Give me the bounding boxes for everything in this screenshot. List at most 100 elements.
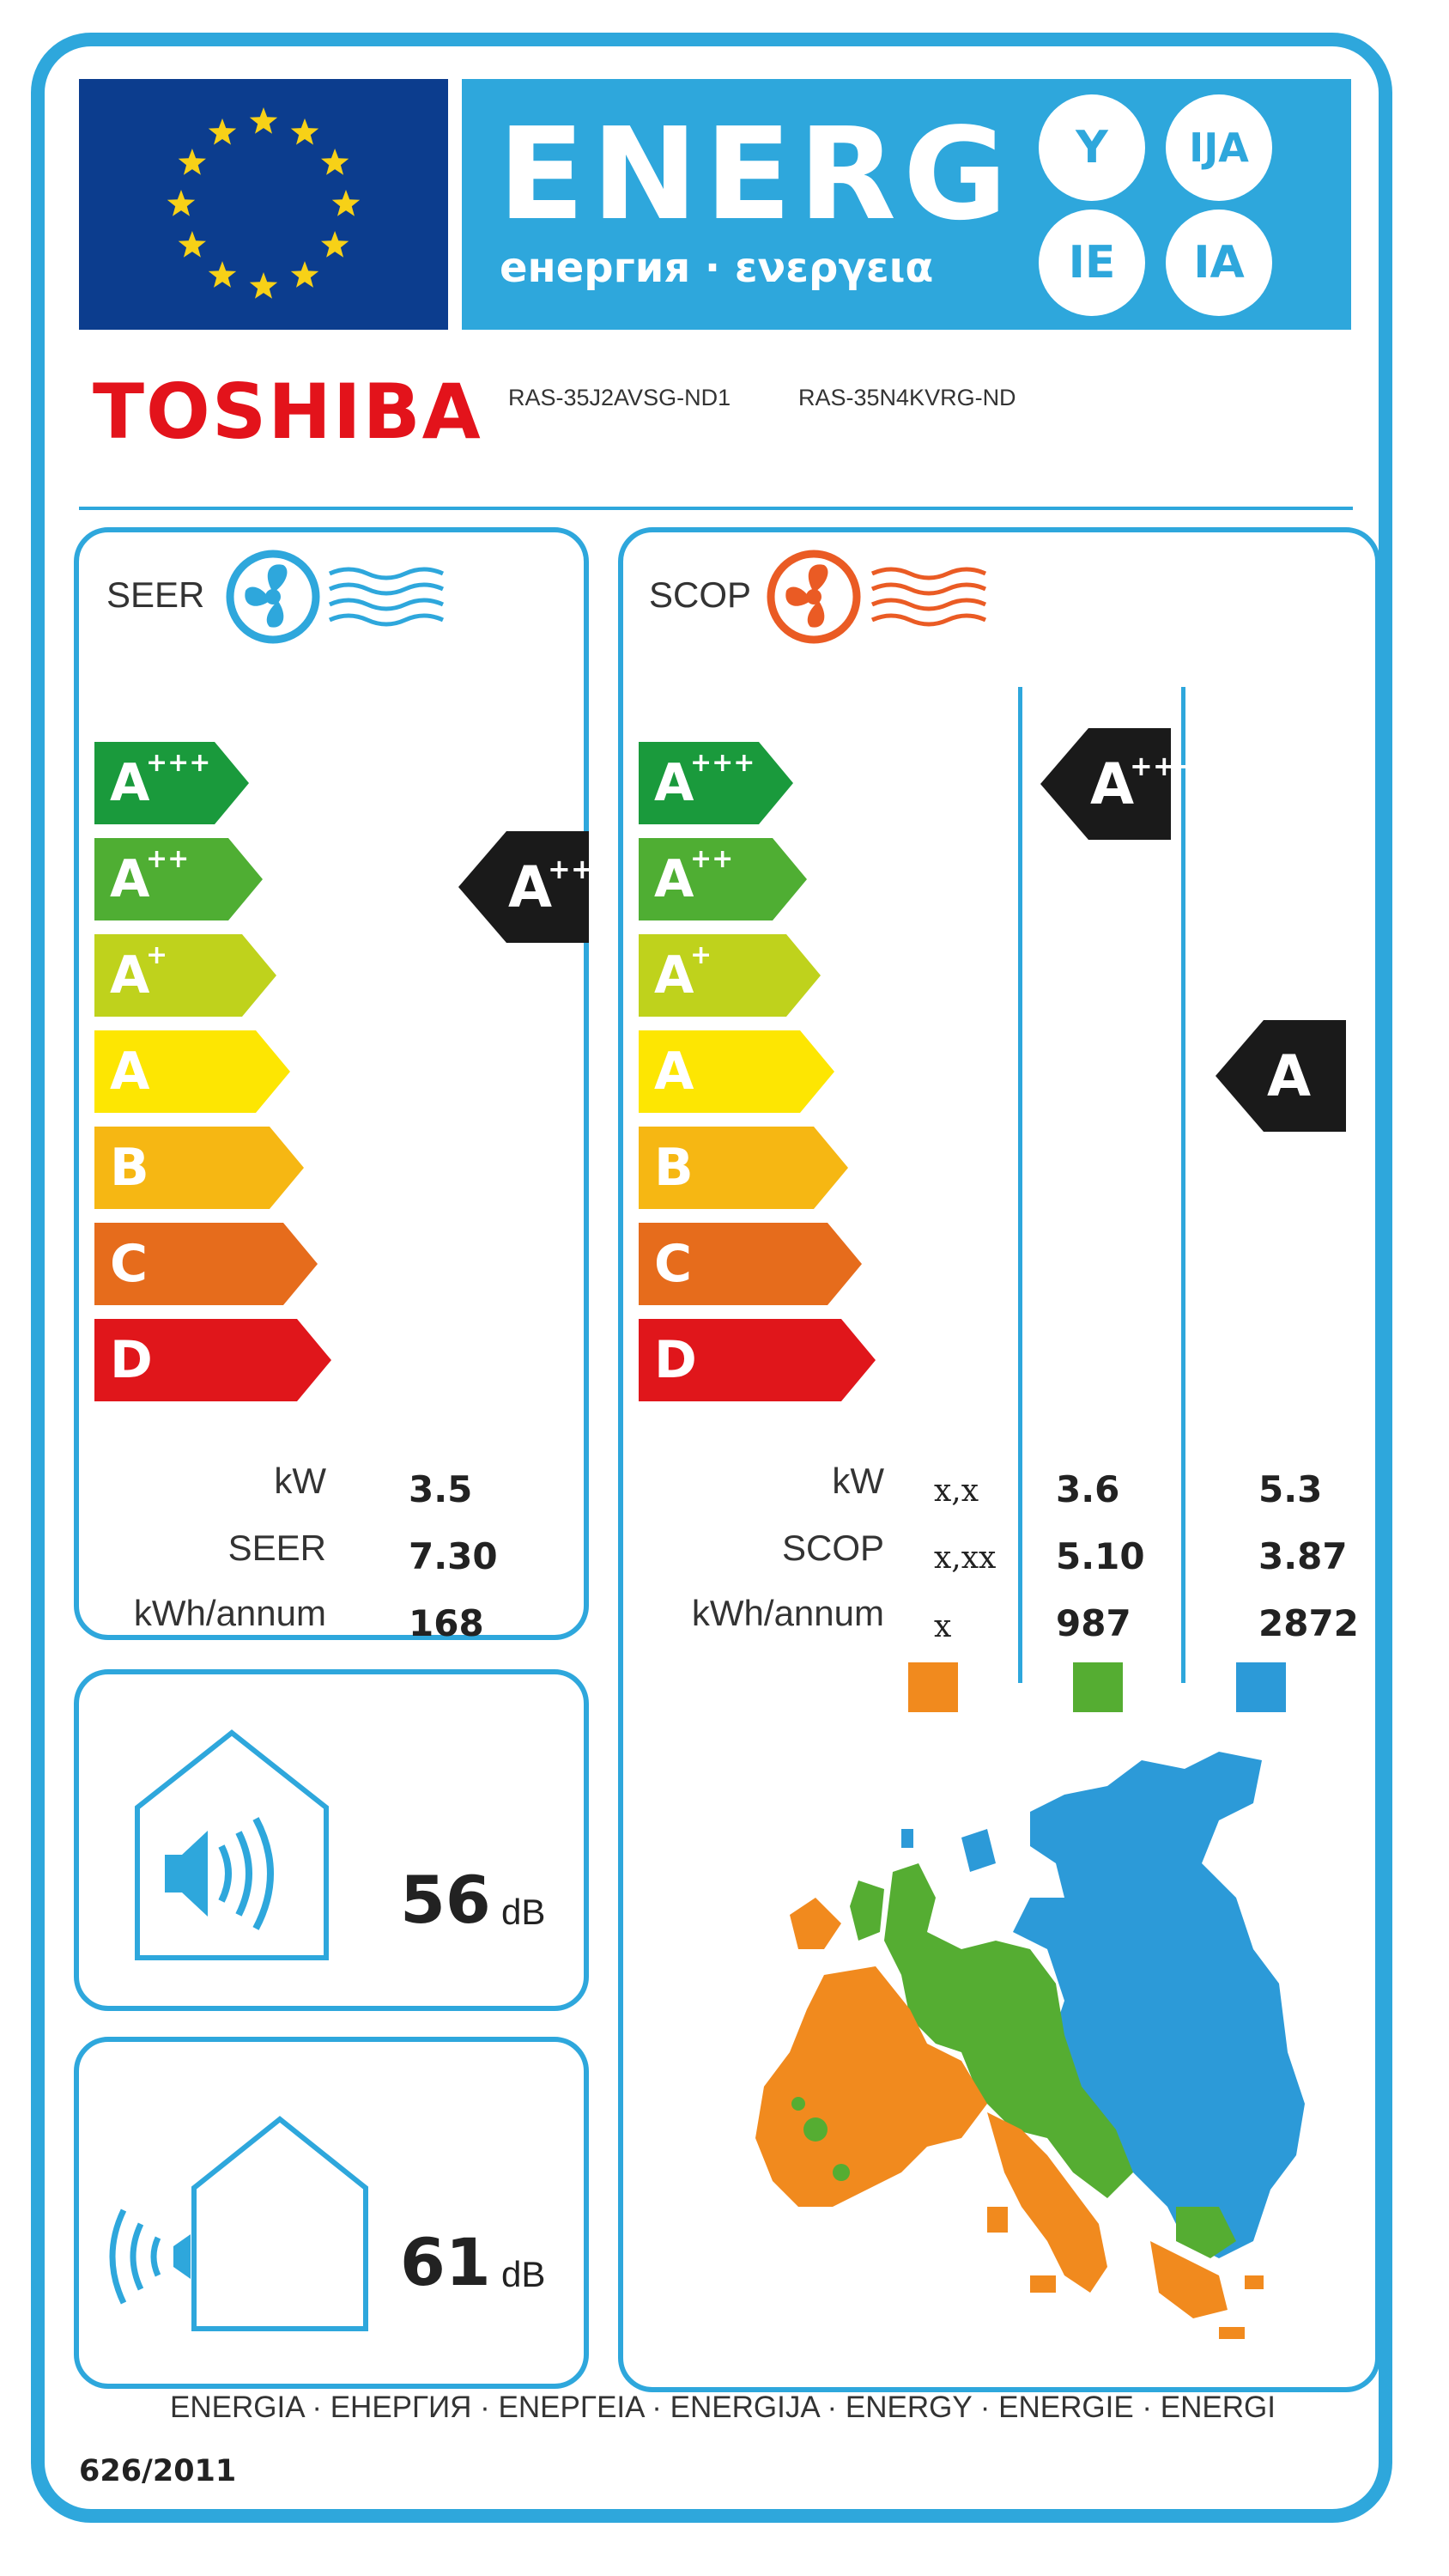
heating-class-letter: C xyxy=(654,1234,693,1294)
cooling-class-letter: A xyxy=(110,1042,150,1102)
eu-star-icon xyxy=(331,190,361,216)
cooling-kw-value: 3.5 xyxy=(409,1468,473,1510)
outdoor-noise-value: 61 xyxy=(400,2224,491,2300)
cooling-class-sup: ++ xyxy=(146,844,190,874)
heating-class-letter: A xyxy=(654,753,694,813)
climate-divider-2 xyxy=(1181,687,1185,1683)
cooling-panel xyxy=(74,527,589,1640)
average-annual-value: 987 xyxy=(1056,1602,1131,1644)
cooling-rating-indicator: A ++ xyxy=(458,831,594,943)
indoor-noise-unit: dB xyxy=(501,1892,546,1932)
heating-class-letter: A xyxy=(654,945,694,1005)
language-suffix-ia: IA xyxy=(1166,210,1272,316)
heating-class-letter: B xyxy=(654,1138,694,1198)
eu-star-icon xyxy=(249,272,278,299)
outdoor-noise-unit: dB xyxy=(501,2254,546,2294)
heating-class-letter: A xyxy=(654,1042,694,1102)
europe-climate-map-icon xyxy=(704,1726,1322,2365)
cooling-title: SEER xyxy=(106,574,205,615)
warmer-climate-swatch xyxy=(908,1662,958,1712)
energy-word: ENERG xyxy=(498,100,1015,248)
cooling-class-arrow: A ++ xyxy=(94,838,263,920)
cooling-class-letter: B xyxy=(110,1138,149,1198)
cooling-class-letter: D xyxy=(110,1330,153,1390)
colder-scop-value: 3.87 xyxy=(1258,1535,1348,1577)
heating-class-arrow: A +++ xyxy=(639,742,793,824)
cooling-class-arrow: A + xyxy=(94,934,276,1017)
heating-class-sup: + xyxy=(690,940,712,970)
speaker-indoor-icon xyxy=(129,1726,352,1970)
cooling-class-letter: A xyxy=(110,945,150,1005)
eu-star-icon xyxy=(178,149,206,175)
eu-star-icon xyxy=(208,118,237,145)
cooling-seer-label: SEER xyxy=(227,1528,326,1568)
brand-logo: TOSHIBA xyxy=(93,368,482,456)
colder-annual-value: 2872 xyxy=(1258,1602,1359,1644)
average-scop-value: 5.10 xyxy=(1056,1535,1145,1577)
colder-climate-rating-indicator: A xyxy=(1216,1020,1346,1132)
heating-class-arrow: D xyxy=(639,1319,876,1401)
fan-heating-icon xyxy=(761,541,1009,656)
heating-annual-label: kWh/annum xyxy=(691,1593,884,1633)
cooling-class-letter: C xyxy=(110,1234,149,1294)
footer-languages: ENERGIA · ЕНЕРГИЯ · ΕΝΕΡΓΕΙΑ · ENERGIJA … xyxy=(170,2391,1276,2424)
eu-star-icon xyxy=(208,261,237,288)
cooling-class-letter: A xyxy=(110,849,150,909)
cooling-class-arrow: A xyxy=(94,1030,290,1113)
speaker-outdoor-icon xyxy=(100,2114,374,2341)
eu-flag-icon xyxy=(79,79,448,330)
language-suffix-ija: IJA xyxy=(1166,94,1272,201)
cooling-class-sup: +++ xyxy=(146,748,211,778)
cooling-annual-value: 168 xyxy=(409,1602,484,1644)
heating-title: SCOP xyxy=(649,574,752,615)
heating-kw-label: kW xyxy=(832,1461,884,1501)
cooling-seer-value: 7.30 xyxy=(409,1535,498,1577)
average-kw-value: 3.6 xyxy=(1056,1468,1120,1510)
energy-subtitle: енергия · ενεργεια xyxy=(500,244,934,292)
indoor-noise-value: 56 xyxy=(400,1862,491,1938)
cooling-class-sup: + xyxy=(146,940,168,970)
eu-star-icon xyxy=(249,107,278,134)
cooling-class-arrow: D xyxy=(94,1319,331,1401)
heating-class-sup: ++ xyxy=(690,844,734,874)
fan-cooling-icon xyxy=(220,541,460,656)
heating-panel xyxy=(618,527,1380,2392)
colder-climate-swatch xyxy=(1236,1662,1286,1712)
heating-class-arrow: A ++ xyxy=(639,838,807,920)
heating-class-letter: D xyxy=(654,1330,697,1390)
cooling-class-arrow: A +++ xyxy=(94,742,249,824)
eu-star-icon xyxy=(178,231,206,258)
climate-divider-1 xyxy=(1018,687,1022,1683)
warmer-kw-value: x,x xyxy=(934,1473,979,1509)
eu-star-icon xyxy=(290,261,319,288)
warmer-annual-value: x xyxy=(934,1609,952,1644)
eu-star-icon xyxy=(290,118,319,145)
average-climate-rating-indicator: A +++ xyxy=(1040,728,1198,840)
header-divider xyxy=(79,507,1353,510)
eu-star-icon xyxy=(167,190,196,216)
cooling-class-arrow: C xyxy=(94,1223,318,1305)
cooling-annual-label: kWh/annum xyxy=(133,1593,326,1633)
outdoor-model: RAS-35N4KVRG-ND xyxy=(798,385,1016,410)
regulation-number: 626/2011 xyxy=(79,2454,237,2488)
heating-class-arrow: A xyxy=(639,1030,834,1113)
outdoor-noise-panel xyxy=(74,2037,589,2389)
indoor-model: RAS-35J2AVSG-ND1 xyxy=(508,385,731,410)
heating-class-letter: A xyxy=(654,849,694,909)
heating-class-arrow: B xyxy=(639,1127,848,1209)
indoor-noise-panel xyxy=(74,1669,589,2011)
eu-star-icon xyxy=(321,149,349,175)
heating-class-arrow: C xyxy=(639,1223,862,1305)
cooling-class-letter: A xyxy=(110,753,150,813)
heating-scop-label: SCOP xyxy=(781,1528,884,1568)
cooling-class-arrow: B xyxy=(94,1127,304,1209)
eu-star-icon xyxy=(321,231,349,258)
warmer-scop-value: x,xx xyxy=(934,1540,997,1576)
language-suffix-y: Y xyxy=(1039,94,1145,201)
label-frame xyxy=(31,33,1392,2523)
average-climate-swatch xyxy=(1073,1662,1123,1712)
heating-class-sup: +++ xyxy=(690,748,755,778)
heating-class-arrow: A + xyxy=(639,934,821,1017)
colder-kw-value: 5.3 xyxy=(1258,1468,1323,1510)
cooling-kw-label: kW xyxy=(274,1461,326,1501)
